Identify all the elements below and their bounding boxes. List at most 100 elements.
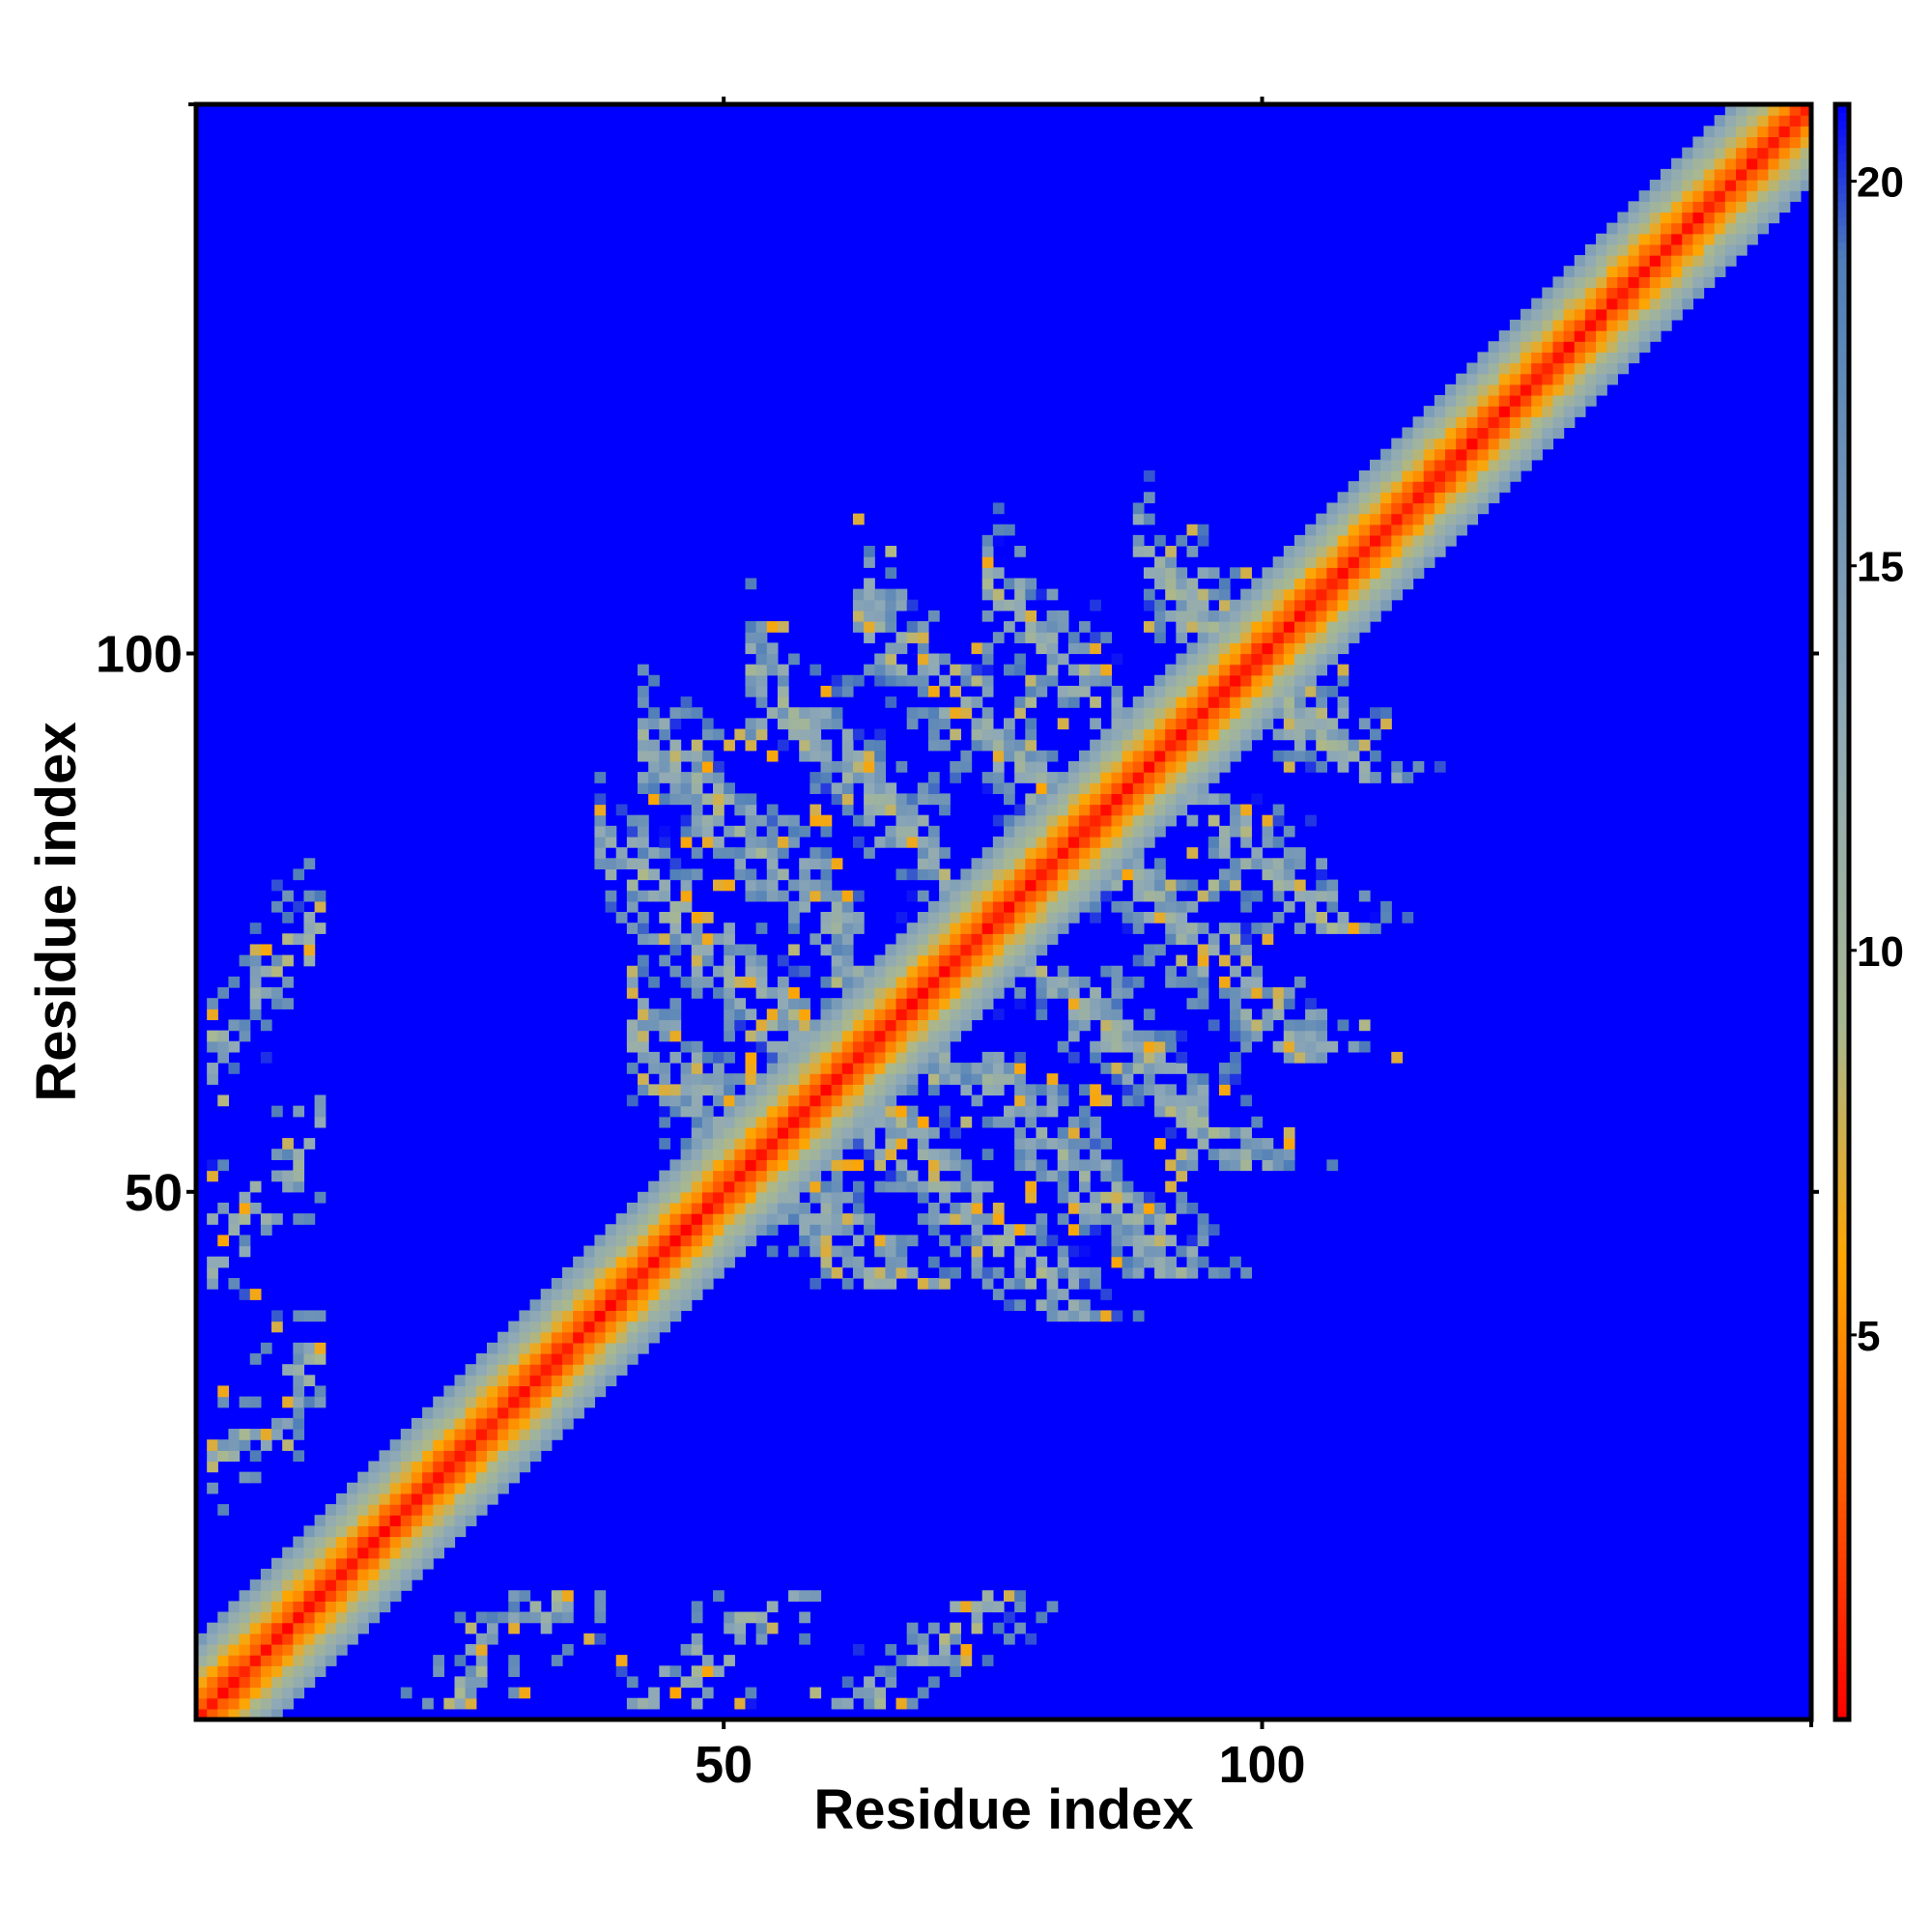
heatmap-cell <box>282 976 294 988</box>
heatmap-cell <box>594 772 607 783</box>
heatmap-cell <box>519 1310 531 1322</box>
heatmap-cell <box>626 923 639 934</box>
heatmap-cell <box>1025 793 1037 806</box>
heatmap-cell <box>1735 157 1747 170</box>
heatmap-cell <box>864 664 875 676</box>
heatmap-cell <box>1176 1170 1188 1182</box>
heatmap-cell <box>1208 1266 1220 1279</box>
heatmap-cell <box>293 1590 305 1602</box>
heatmap-cell <box>992 524 1005 536</box>
heatmap-cell <box>1165 912 1177 923</box>
colorbar-segment <box>1835 831 1849 840</box>
colorbar-segment <box>1835 1605 1849 1615</box>
heatmap-cell <box>411 1547 423 1559</box>
heatmap-cell <box>755 1622 768 1634</box>
heatmap-cell <box>1100 1170 1113 1182</box>
heatmap-cell <box>691 793 703 806</box>
heatmap-cell <box>605 825 617 838</box>
heatmap-cell <box>1197 1256 1209 1268</box>
heatmap-cell <box>1111 760 1123 773</box>
heatmap-cell <box>981 556 994 568</box>
heatmap-cell <box>626 1310 639 1322</box>
heatmap-cell <box>422 1697 434 1710</box>
heatmap-cell <box>895 954 908 967</box>
heatmap-cell <box>1111 1245 1123 1258</box>
heatmap-cell <box>1283 578 1295 590</box>
heatmap-cell <box>680 868 693 881</box>
heatmap-cell <box>1358 621 1371 633</box>
heatmap-cell <box>659 825 671 838</box>
heatmap-cell <box>971 728 983 741</box>
heatmap-cell <box>777 674 789 687</box>
heatmap-cell <box>260 1568 272 1580</box>
heatmap-cell <box>864 760 875 773</box>
heatmap-cell <box>734 868 747 881</box>
heatmap-cell <box>1046 793 1059 806</box>
heatmap-cell <box>874 772 886 783</box>
heatmap-cell <box>626 1213 639 1225</box>
heatmap-cell <box>1111 1256 1123 1268</box>
heatmap-cell <box>282 1579 294 1591</box>
heatmap-cell <box>820 1073 833 1085</box>
heatmap-cell <box>508 1331 520 1344</box>
heatmap-cell <box>1628 330 1640 342</box>
heatmap-cell <box>1563 394 1576 407</box>
heatmap-cell <box>1316 728 1327 741</box>
heatmap-cell <box>1046 1073 1059 1085</box>
heatmap-cell <box>1272 621 1285 633</box>
heatmap-cell <box>927 998 940 1009</box>
heatmap-cell <box>885 1138 897 1150</box>
heatmap-cell <box>917 674 929 687</box>
heatmap-cell <box>659 879 671 892</box>
heatmap-cell <box>841 1697 854 1710</box>
heatmap-cell <box>638 912 649 923</box>
heatmap-cell <box>1208 933 1220 946</box>
heatmap-cell <box>766 1224 779 1236</box>
heatmap-cell <box>1057 987 1069 999</box>
heatmap-cell <box>766 987 779 999</box>
heatmap-cell <box>1552 287 1565 299</box>
heatmap-cell <box>626 1245 639 1258</box>
heatmap-cell <box>1542 373 1554 385</box>
heatmap-cell <box>1692 157 1705 170</box>
heatmap-cell <box>1025 847 1037 859</box>
heatmap-cell <box>745 1094 757 1107</box>
heatmap-cell <box>626 1277 639 1290</box>
heatmap-cell <box>648 1084 660 1096</box>
heatmap-cell <box>1004 944 1015 956</box>
heatmap-cell <box>1154 556 1166 568</box>
heatmap-cell <box>325 1568 337 1580</box>
heatmap-cell <box>1326 513 1339 526</box>
heatmap-cell <box>293 1450 305 1463</box>
heatmap-cell <box>1004 868 1015 881</box>
heatmap-cell <box>368 1515 381 1526</box>
heatmap-cell <box>282 1568 294 1580</box>
heatmap-cell <box>249 1590 262 1602</box>
heatmap-cell <box>1584 243 1597 256</box>
heatmap-cell <box>508 1655 520 1666</box>
heatmap-cell <box>1132 804 1145 816</box>
heatmap-cell <box>1230 653 1241 666</box>
heatmap-cell <box>927 1676 940 1689</box>
x-tick-label: 100 <box>1218 1736 1305 1794</box>
heatmap-cell <box>1132 1094 1145 1107</box>
heatmap-cell <box>992 1601 1005 1613</box>
heatmap-cell <box>1305 534 1317 547</box>
heatmap-cell <box>217 1611 230 1624</box>
heatmap-cell <box>347 1492 358 1505</box>
heatmap-cell <box>680 1084 693 1096</box>
heatmap-cell <box>1293 632 1306 643</box>
heatmap-cell <box>981 546 994 557</box>
heatmap-cell <box>626 1094 639 1107</box>
heatmap-cell <box>551 1417 563 1430</box>
heatmap-cell <box>810 1138 822 1150</box>
heatmap-cell <box>1025 944 1037 956</box>
heatmap-cell <box>1154 707 1166 719</box>
heatmap-cell <box>1230 621 1241 633</box>
heatmap-cell <box>1079 1019 1091 1032</box>
heatmap-cell <box>1326 632 1339 643</box>
heatmap-cell <box>1531 427 1543 440</box>
heatmap-cell <box>1660 190 1672 202</box>
heatmap-cell <box>1208 664 1220 676</box>
